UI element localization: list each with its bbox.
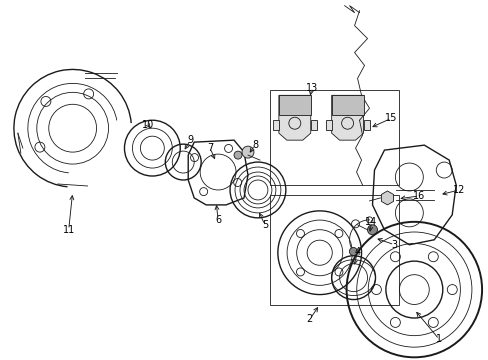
Text: 2: 2 — [306, 314, 312, 324]
Text: 12: 12 — [452, 185, 465, 195]
Text: 3: 3 — [390, 240, 397, 250]
Bar — [269, 195, 399, 305]
Circle shape — [349, 247, 357, 256]
Text: 14: 14 — [365, 217, 377, 227]
Text: 1: 1 — [435, 334, 442, 345]
Text: 10: 10 — [142, 120, 154, 130]
Bar — [278, 95, 310, 115]
Text: 5: 5 — [261, 220, 267, 230]
Bar — [272, 120, 278, 130]
Text: 6: 6 — [215, 215, 221, 225]
Polygon shape — [381, 191, 393, 205]
Bar — [363, 120, 369, 130]
Polygon shape — [331, 95, 363, 140]
Text: 7: 7 — [206, 143, 213, 153]
Circle shape — [367, 225, 377, 235]
Polygon shape — [278, 95, 310, 140]
Circle shape — [234, 151, 242, 159]
Text: 8: 8 — [251, 140, 258, 150]
Text: 16: 16 — [412, 191, 425, 201]
Text: 11: 11 — [62, 225, 75, 235]
Text: 15: 15 — [385, 113, 397, 123]
Text: 13: 13 — [305, 84, 317, 93]
Circle shape — [242, 146, 253, 158]
Bar — [269, 90, 399, 185]
Text: 4: 4 — [354, 247, 360, 257]
Bar — [325, 120, 331, 130]
Text: 9: 9 — [187, 135, 193, 145]
Bar — [310, 120, 316, 130]
Bar — [331, 95, 363, 115]
